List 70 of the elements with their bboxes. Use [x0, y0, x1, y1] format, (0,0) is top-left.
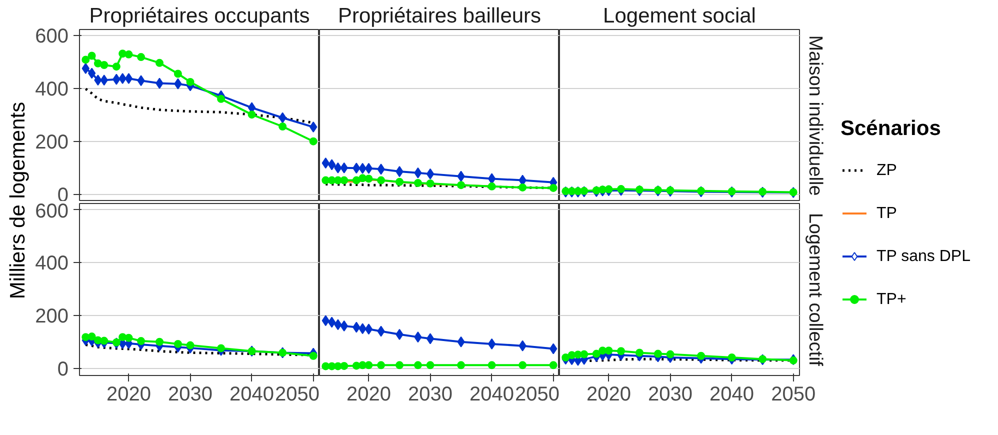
legend-label: ZP — [876, 162, 897, 179]
point — [580, 350, 588, 358]
x-tick-label: 2030 — [408, 384, 453, 406]
chart-title: Logement social — [603, 4, 756, 28]
y-tick-label: 400 — [35, 78, 69, 100]
point — [94, 59, 102, 68]
point — [156, 58, 164, 67]
point — [88, 68, 96, 79]
text: Maison individuelle — [804, 35, 826, 196]
point — [728, 353, 736, 362]
point — [309, 137, 318, 146]
point — [364, 174, 373, 183]
x-tick-label: 2050 — [515, 384, 560, 406]
point — [112, 62, 120, 71]
point — [604, 346, 613, 355]
point — [617, 347, 626, 356]
point — [396, 178, 404, 186]
legend-label: TP — [876, 205, 897, 222]
point — [174, 70, 182, 78]
y-tick-label: 0 — [57, 358, 68, 380]
x-tick-label: 2030 — [168, 384, 213, 406]
x-tick-label: 2050 — [275, 384, 320, 406]
y-tick-label: 200 — [35, 305, 69, 328]
x-tick-label: 2040 — [710, 384, 754, 406]
x-tick-label: 2020 — [346, 384, 391, 406]
point — [278, 122, 287, 130]
point — [124, 73, 133, 84]
text: Logement collectif — [804, 212, 826, 367]
x-tick-label: 2020 — [586, 384, 631, 406]
y-tick-label: 200 — [35, 131, 69, 154]
point — [426, 179, 434, 188]
point — [186, 78, 194, 86]
point — [88, 52, 96, 60]
legend-title: Scénarios — [840, 117, 941, 140]
x-tick-label: 2020 — [106, 384, 151, 406]
point — [414, 178, 422, 187]
chart-title: Propriétaires bailleurs — [338, 4, 542, 28]
y-tick-label: 600 — [35, 25, 69, 48]
point — [666, 350, 674, 358]
point — [592, 350, 600, 358]
x-tick-label: 2050 — [771, 384, 816, 406]
y-axis-title: Milliers de logements — [6, 102, 30, 300]
point — [488, 173, 496, 184]
point — [137, 53, 146, 62]
point — [488, 182, 496, 190]
point — [518, 183, 527, 192]
x-tick-label: 2040 — [230, 384, 274, 406]
chart-title: Propriétaires occupants — [89, 4, 310, 28]
point — [248, 110, 256, 119]
point — [328, 159, 336, 170]
point — [549, 184, 558, 192]
point — [562, 353, 570, 362]
point — [82, 56, 90, 64]
legend-label: TP+ — [876, 291, 906, 308]
point — [457, 181, 466, 190]
y-tick-label: 400 — [35, 252, 69, 274]
point — [364, 162, 373, 174]
point — [352, 176, 360, 184]
point — [636, 348, 644, 357]
x-tick-label: 2030 — [648, 384, 693, 406]
point — [654, 350, 662, 358]
legend-label: TP sans DPL — [876, 248, 971, 265]
point — [377, 176, 386, 184]
point — [217, 94, 226, 103]
x-tick-label: 2040 — [470, 384, 514, 406]
point — [100, 61, 108, 70]
point — [124, 50, 133, 58]
point — [426, 168, 434, 180]
point — [340, 176, 348, 184]
point — [697, 352, 706, 360]
